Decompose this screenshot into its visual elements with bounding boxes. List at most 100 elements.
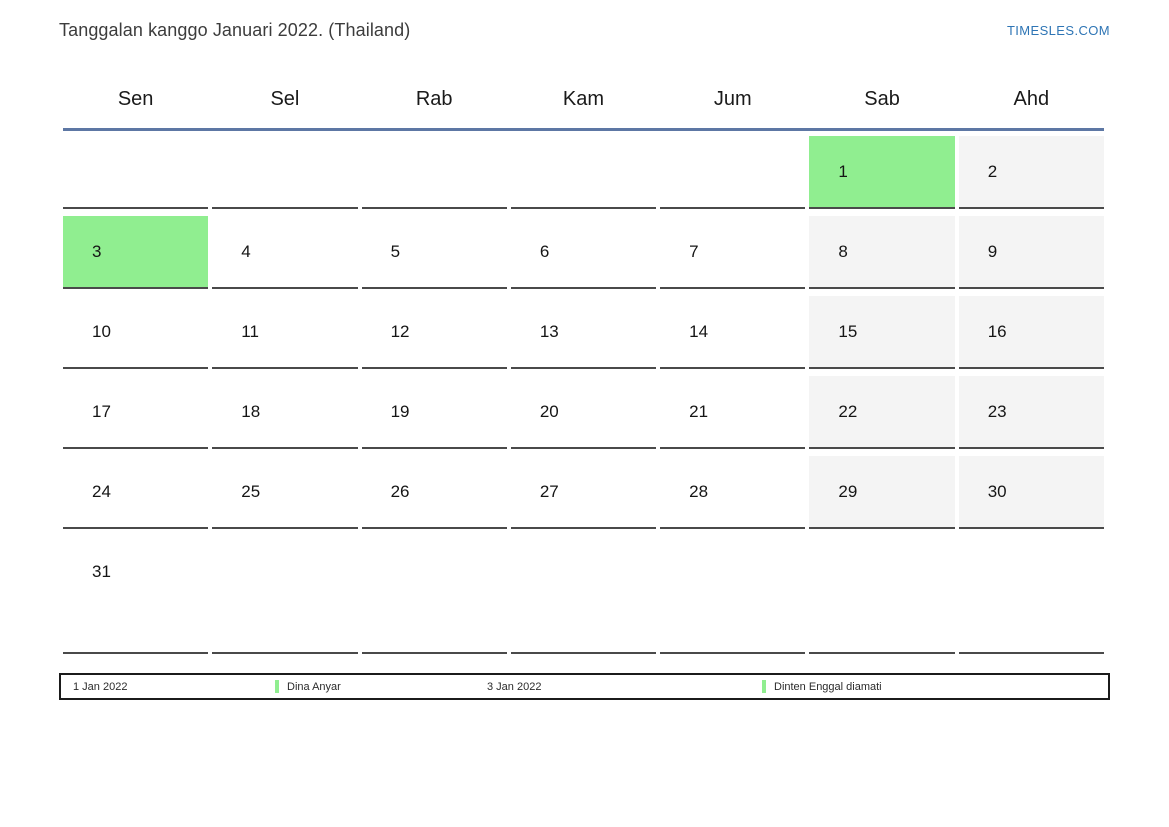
calendar-day: 25: [212, 456, 358, 529]
calendar-day: 2: [958, 136, 1104, 209]
calendar-day: 18: [212, 376, 358, 449]
week-row: 3 4 5 6 7 8 9: [63, 216, 1104, 289]
calendar-day: 13: [510, 296, 657, 369]
calendar-day: 14: [660, 296, 806, 369]
day-number: 22: [838, 402, 858, 421]
day-number: 2: [987, 162, 998, 181]
calendar: Sen Sel Rab Kam Jum Sab Ahd 1 2 3 4 5 6 7 8 9 10 11 12 13 1…: [63, 84, 1104, 661]
calendar-day: 15: [809, 296, 955, 369]
day-number: 23: [987, 402, 1007, 421]
legend-item: Dina Anyar: [275, 675, 341, 698]
calendar-empty-cell: [212, 536, 358, 654]
day-number: 11: [241, 322, 259, 341]
legend-green-marker: [275, 680, 279, 693]
calendar-day: 31: [63, 536, 209, 654]
day-number: 31: [92, 562, 111, 581]
calendar-grid: 1 2 3 4 5 6 7 8 9 10 11 12 13 14 15 16 17 18 19 20 21 22 23 24 2…: [63, 136, 1104, 654]
calendar-day-highlighted: 1: [809, 136, 955, 209]
day-number: 10: [92, 322, 111, 341]
calendar-day: 24: [63, 456, 209, 529]
legend-label: Dina Anyar: [287, 680, 341, 693]
day-number: 9: [987, 242, 998, 261]
calendar-empty-cell: [63, 136, 209, 209]
legend-box: 1 Jan 2022 Dina Anyar 3 Jan 2022 Dinten Eng…: [59, 673, 1110, 700]
day-number: 26: [390, 482, 410, 501]
header-rule-divider: [63, 128, 1104, 131]
day-number: 4: [241, 242, 251, 261]
legend-label: 1 Jan 2022: [73, 680, 128, 693]
week-row: 10 11 12 13 14 15 16: [63, 296, 1104, 369]
calendar-empty-cell: [809, 536, 955, 654]
day-number: 13: [539, 322, 559, 341]
legend-item: 3 Jan 2022: [487, 675, 541, 698]
day-number: 20: [539, 402, 559, 421]
day-number: 24: [92, 482, 111, 501]
calendar-day: 5: [361, 216, 507, 289]
calendar-day: 22: [809, 376, 955, 449]
calendar-day: 29: [809, 456, 955, 529]
calendar-empty-cell: [212, 136, 358, 209]
day-number: 29: [838, 482, 858, 501]
calendar-day: 28: [660, 456, 806, 529]
timesles-link[interactable]: TIMESLES.COM: [1006, 23, 1110, 38]
calendar-day: 6: [510, 216, 657, 289]
calendar-day: 17: [63, 376, 209, 449]
day-number: 30: [987, 482, 1007, 501]
day-number: 3: [92, 242, 102, 261]
calendar-day: 4: [212, 216, 358, 289]
calendar-day: 10: [63, 296, 209, 369]
legend-green-marker: [762, 680, 766, 693]
day-number: 18: [241, 402, 261, 421]
week-row: 17 18 19 20 21 22 23: [63, 376, 1104, 449]
calendar-empty-cell: [510, 136, 657, 209]
week-row: 24 25 26 27 28 29 30: [63, 456, 1104, 529]
day-number: 6: [539, 242, 550, 261]
weekday-label: Rab: [415, 88, 453, 110]
calendar-day: 23: [958, 376, 1104, 449]
calendar-empty-cell: [361, 136, 507, 209]
day-number: 1: [838, 162, 848, 181]
weekday-label: Jum: [713, 88, 752, 110]
weekday-label: Ahd: [1013, 88, 1050, 110]
day-number: 15: [838, 322, 858, 341]
calendar-day: 11: [212, 296, 358, 369]
calendar-day: 16: [958, 296, 1104, 369]
calendar-empty-cell: [660, 536, 806, 654]
day-number: 17: [92, 402, 111, 421]
week-row: 31: [63, 536, 1104, 654]
weekday-label: Sel: [270, 88, 300, 110]
legend-item: Dinten Enggal diamati: [762, 675, 882, 698]
calendar-day: 30: [958, 456, 1104, 529]
legend-label: 3 Jan 2022: [487, 680, 542, 693]
legend-item: 1 Jan 2022: [73, 675, 127, 698]
day-number: 21: [689, 402, 709, 421]
calendar-empty-cell: [510, 536, 657, 654]
weekday-label: Sen: [117, 88, 154, 110]
day-number: 27: [539, 482, 559, 501]
weekday-label: Sab: [864, 88, 900, 110]
day-number: 5: [390, 242, 401, 261]
calendar-day: 26: [361, 456, 507, 529]
day-number: 25: [241, 482, 261, 501]
calendar-day: 21: [660, 376, 806, 449]
day-number: 16: [987, 322, 1007, 341]
day-number: 19: [390, 402, 410, 421]
day-number: 8: [838, 242, 848, 261]
calendar-day: 7: [660, 216, 806, 289]
calendar-empty-cell: [660, 136, 806, 209]
page-header: Tanggalan kanggo Januari 2022. (Thailand…: [59, 20, 1110, 41]
calendar-day: 12: [361, 296, 507, 369]
day-number: 12: [390, 322, 410, 341]
calendar-day: 19: [361, 376, 507, 449]
calendar-day-highlighted: 3: [63, 216, 209, 289]
day-number: 7: [689, 242, 699, 261]
legend-label: Dinten Enggal diamati: [774, 680, 882, 693]
weekday-row: Sen Sel Rab Kam Jum Sab Ahd: [63, 84, 1104, 114]
day-number: 28: [689, 482, 709, 501]
calendar-day: 20: [510, 376, 657, 449]
calendar-day: 9: [958, 216, 1104, 289]
page-title: Tanggalan kanggo Januari 2022. (Thailand…: [59, 20, 411, 40]
weekday-label: Kam: [562, 88, 605, 110]
day-number: 14: [689, 322, 709, 341]
